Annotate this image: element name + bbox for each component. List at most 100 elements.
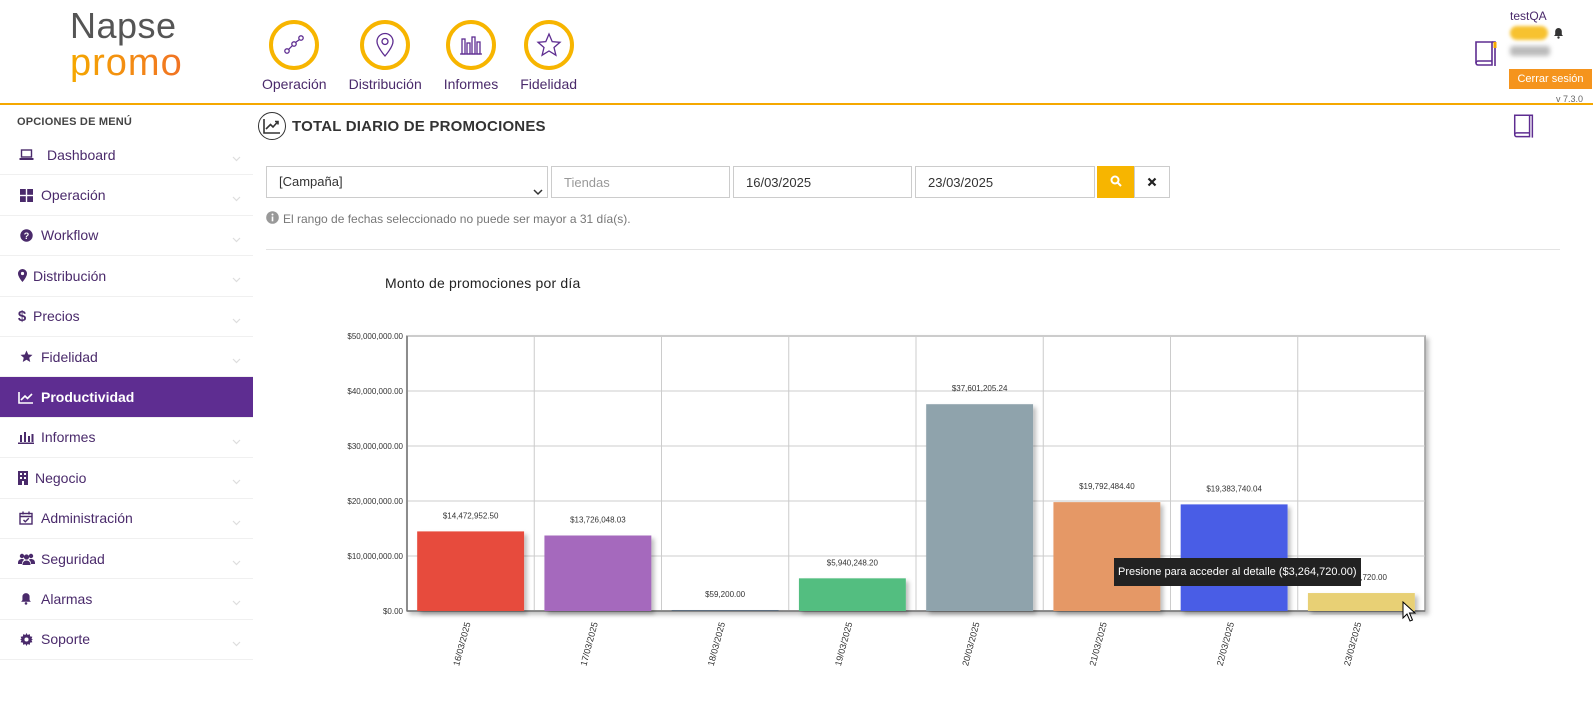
- map-marker-icon: [17, 269, 27, 283]
- search-button[interactable]: [1097, 166, 1134, 198]
- sidebar-item-distribucion[interactable]: Distribución: [0, 256, 253, 297]
- sidebar-item-label: Informes: [41, 429, 96, 446]
- calendar-check-icon: [17, 511, 35, 525]
- info-icon: [266, 211, 283, 227]
- chart-bar[interactable]: [417, 531, 525, 611]
- chevron-down-icon: [533, 177, 543, 207]
- date-to-input[interactable]: [915, 166, 1095, 198]
- y-tick-label: $0.00: [383, 607, 404, 616]
- sidebar-item-dashboard[interactable]: Dashboard: [0, 135, 253, 176]
- chevron-down-icon: [232, 270, 241, 286]
- x-tick-label: 20/03/2025: [960, 621, 981, 667]
- sidebar-item-precios[interactable]: $ Precios: [0, 297, 253, 337]
- logo-text-promo: promo: [70, 44, 200, 82]
- y-tick-label: $10,000,000.00: [347, 552, 403, 561]
- chevron-down-icon: [232, 472, 241, 488]
- stores-input[interactable]: [551, 166, 730, 198]
- chevron-down-icon: [232, 311, 241, 327]
- sidebar-item-informes[interactable]: Informes: [0, 418, 253, 459]
- divider: [266, 249, 1560, 250]
- chart-bar[interactable]: [671, 610, 779, 611]
- users-icon: [17, 553, 35, 565]
- bar-value-label: $5,940,248.20: [827, 558, 879, 567]
- bar-value-label: $13,726,048.03: [570, 516, 626, 525]
- route-icon: [269, 20, 320, 70]
- sidebar-item-label: Administración: [41, 510, 133, 527]
- bar-value-label: $19,383,740.04: [1206, 484, 1262, 493]
- topnav-distribucion-label: Distribución: [348, 76, 422, 92]
- bar-tooltip: Presione para acceder al detalle ($3,264…: [1114, 558, 1361, 586]
- search-icon: [1110, 175, 1122, 190]
- chevron-down-icon: [232, 513, 241, 529]
- campaign-select[interactable]: [Campaña]: [266, 166, 548, 198]
- page-header: TOTAL DIARIO DE PROMOCIONES: [258, 112, 546, 140]
- logout-button[interactable]: Cerrar sesión: [1509, 69, 1592, 89]
- help-book-icon[interactable]: [1511, 111, 1537, 145]
- book-icon[interactable]: [1472, 38, 1500, 73]
- close-icon: [1147, 175, 1157, 190]
- chart-bar[interactable]: [1307, 593, 1415, 611]
- chart-bar[interactable]: [926, 404, 1034, 611]
- chart-bar[interactable]: [798, 578, 906, 611]
- sidebar-item-productividad[interactable]: Productividad: [0, 377, 253, 418]
- chart-bars: [417, 404, 1415, 611]
- x-tick-label: 23/03/2025: [1342, 621, 1363, 667]
- trend-up-icon: [258, 112, 286, 140]
- sidebar-item-label: Operación: [41, 187, 106, 204]
- date-range-note: El rango de fechas seleccionado no puede…: [266, 211, 631, 227]
- sidebar-item-administracion[interactable]: Administración: [0, 499, 253, 539]
- topnav-operacion[interactable]: Operación: [262, 20, 327, 92]
- sidebar-item-label: Negocio: [35, 469, 87, 486]
- chevron-down-icon: [232, 432, 241, 448]
- question-circle-icon: ?: [17, 229, 35, 242]
- sidebar-item-label: Seguridad: [41, 550, 105, 567]
- bar-chart: $0.00 $10,000,000.00 $20,000,000.00 $30,000…: [347, 332, 1426, 667]
- y-tick-label: $40,000,000.00: [347, 387, 403, 396]
- star-icon: [523, 20, 574, 70]
- chart-bar[interactable]: [1180, 504, 1288, 611]
- chart-bar[interactable]: [544, 535, 652, 611]
- bar-value-label: $19,792,484.40: [1079, 482, 1135, 491]
- user-name: testQA: [1510, 9, 1547, 23]
- sidebar-item-negocio[interactable]: Negocio: [0, 458, 253, 499]
- bar-value-label: $14,472,952.50: [443, 511, 499, 520]
- sidebar-item-label: Workflow: [41, 227, 99, 244]
- topnav-informes-label: Informes: [443, 76, 499, 92]
- dollar-icon: $: [17, 307, 27, 325]
- topnav-fidelidad[interactable]: Fidelidad: [520, 20, 577, 92]
- gear-icon: [17, 632, 35, 646]
- sidebar-item-workflow[interactable]: ? Workflow: [0, 216, 253, 257]
- laptop-icon: [17, 148, 35, 161]
- bell-icon: [17, 592, 35, 606]
- bar-chart-icon: [17, 431, 35, 444]
- svg-text:?: ?: [23, 231, 29, 241]
- chart-bar[interactable]: [1053, 502, 1161, 611]
- sidebar-item-label: Soporte: [41, 631, 91, 648]
- sidebar-item-seguridad[interactable]: Seguridad: [0, 539, 253, 580]
- chart-title: Monto de promociones por día: [385, 275, 581, 291]
- sidebar-item-fidelidad[interactable]: Fidelidad: [0, 337, 253, 378]
- chevron-down-icon: [232, 593, 241, 609]
- x-tick-label: 19/03/2025: [833, 621, 854, 667]
- x-tick-label: 22/03/2025: [1215, 621, 1236, 667]
- mouse-cursor-icon: [1402, 600, 1417, 628]
- napse-promo-logo[interactable]: Napse promo: [70, 8, 200, 83]
- chevron-down-icon: [232, 634, 241, 650]
- app-version: v 7.3.0: [1556, 94, 1584, 104]
- x-tick-label: 18/03/2025: [706, 621, 727, 667]
- date-range-note-text: El rango de fechas seleccionado no puede…: [283, 212, 631, 226]
- y-tick-label: $50,000,000.00: [347, 332, 403, 341]
- sidebar-item-soporte[interactable]: Soporte: [0, 620, 253, 661]
- bar-value-label: $59,200.00: [705, 590, 746, 599]
- user-company: [1510, 46, 1550, 56]
- clear-filters-button[interactable]: [1134, 166, 1170, 198]
- sidebar-item-alarmas[interactable]: Alarmas: [0, 579, 253, 620]
- sidebar-item-operacion[interactable]: Operación: [0, 175, 253, 216]
- date-from-input[interactable]: [733, 166, 912, 198]
- topnav-distribucion[interactable]: Distribución: [349, 20, 422, 92]
- bell-icon[interactable]: [1553, 26, 1564, 44]
- topnav-informes[interactable]: Informes: [444, 20, 498, 92]
- bar-value-label: $3,264,720.00: [1336, 573, 1388, 582]
- grid-icon: [17, 188, 35, 202]
- chevron-down-icon: [232, 230, 241, 246]
